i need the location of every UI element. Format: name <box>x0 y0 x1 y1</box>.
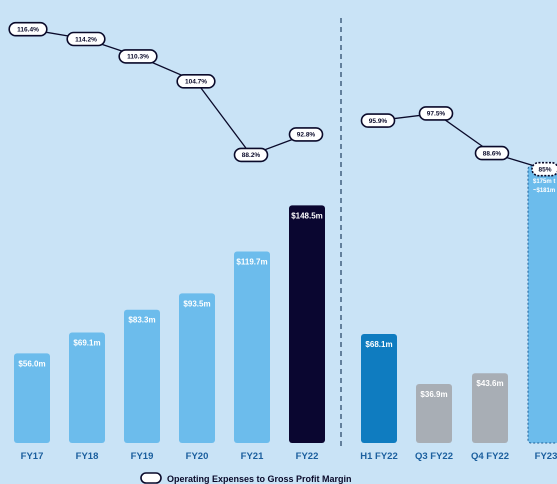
legend: Operating Expenses to Gross Profit Margi… <box>140 472 352 484</box>
ratio-pill-label: 92.8% <box>297 132 316 139</box>
x-tick-label: FY21 <box>241 451 264 462</box>
bar-value-label: $43.6m <box>476 379 503 388</box>
ratio-pill <box>531 161 557 177</box>
bar-value-label: ~$181m <box>533 188 555 194</box>
legend-pill-swatch <box>140 472 162 484</box>
bar-h1-fy22 <box>361 334 397 443</box>
bar-q4-fy22 <box>472 373 508 443</box>
x-tick-label: FY17 <box>21 451 44 462</box>
legend-label: Operating Expenses to Gross Profit Margi… <box>167 474 352 484</box>
ratio-pill <box>66 31 106 47</box>
ratio-pill-label: 114.2% <box>75 36 97 43</box>
ratio-pill <box>118 49 158 64</box>
bar-fy17 <box>14 353 50 443</box>
ratio-pill-label: 110.3% <box>127 54 149 61</box>
x-tick-label: FY23 <box>535 451 557 462</box>
ratio-pill <box>288 127 324 142</box>
x-tick-label: H1 FY22 <box>360 451 398 462</box>
ratio-pill-label: 85% <box>538 166 551 173</box>
ratio-line-layer <box>27 28 546 170</box>
bar-value-label: $83.3m <box>128 316 155 325</box>
x-tick-label: FY20 <box>186 451 209 462</box>
x-tick-label: FY22 <box>296 451 319 462</box>
x-tick-label: FY19 <box>131 451 154 462</box>
ratio-pill-label: 88.2% <box>242 152 261 159</box>
bar-fy20 <box>179 293 215 443</box>
ratio-pill-label: 116.4% <box>17 27 39 34</box>
x-tick-label: Q3 FY22 <box>415 451 453 462</box>
bar-fy21 <box>234 251 270 443</box>
bar-value-label: $175m t <box>533 179 555 185</box>
bar-fy18 <box>69 332 105 443</box>
bar-fy23 <box>527 165 557 444</box>
ratio-pill-label: 88.6% <box>483 150 502 157</box>
ratio-pill <box>8 21 48 37</box>
bar-fy19 <box>124 309 160 443</box>
bar-value-label: $69.1m <box>73 338 100 347</box>
ratio-pill <box>176 74 216 89</box>
ratio-pill <box>418 106 454 121</box>
ratio-pill-layer: 116.4% 114.2% 110.3% 104.7% 88.2% 92.8% 95.9% 9… <box>8 21 557 177</box>
bar-value-label: $148.5m <box>291 211 323 220</box>
bar-fy22 <box>289 205 325 443</box>
ratio-pill <box>233 147 269 163</box>
bar-value-label: $93.5m <box>183 299 210 308</box>
bar-value-label: $119.7m <box>236 257 267 266</box>
bar-value-label: $56.0m <box>18 359 45 368</box>
bar-value-label: $36.9m <box>420 390 447 399</box>
bar-value-label: $68.1m <box>365 340 392 349</box>
bars-layer <box>14 165 557 444</box>
ratio-pill-label: 97.5% <box>427 111 446 118</box>
x-tick-label: FY18 <box>76 451 99 462</box>
ratio-line <box>27 28 307 156</box>
x-tick-label: Q4 FY22 <box>471 451 509 462</box>
ratio-pill <box>360 113 396 128</box>
labels-layer: $56.0m FY17 $69.1m FY18 $83.3m FY19 $93.5m FY20… <box>18 179 557 462</box>
bar-q3-fy22 <box>416 383 452 443</box>
ratio-pill-label: 95.9% <box>369 118 388 125</box>
ratio-pill <box>474 145 510 161</box>
ratio-pill-label: 104.7% <box>185 79 207 86</box>
